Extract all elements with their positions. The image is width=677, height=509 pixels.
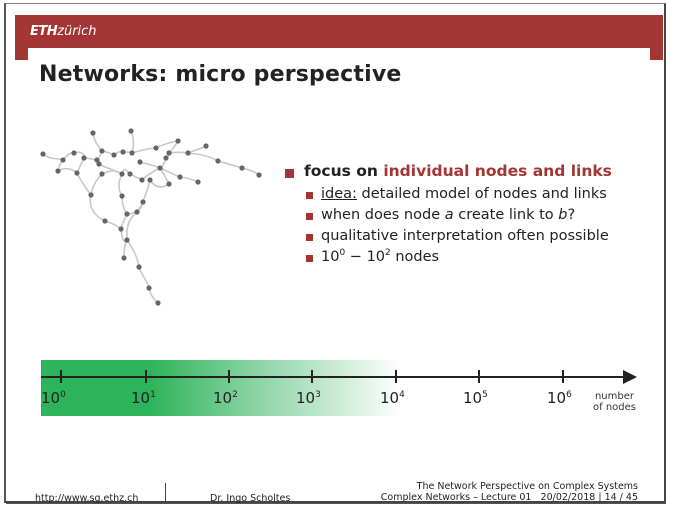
footer-lecture-info: The Network Perspective on Complex Syste… [381, 481, 638, 503]
tick-label: 106 [547, 389, 572, 407]
eth-logo: ETHzürich [30, 24, 97, 39]
bullet-square-icon [306, 192, 313, 199]
tick-base: 10 [547, 389, 567, 407]
bullet-square-icon [306, 255, 313, 262]
text-before: when does node [321, 207, 445, 223]
main-bullet-text: focus on individual nodes and links [304, 162, 612, 180]
bullet-square-icon [306, 234, 313, 241]
tick-exp: 4 [399, 390, 405, 400]
tick-base: 10 [463, 389, 483, 407]
footer-lecture: Complex Networks – Lecture 01 [380, 492, 532, 503]
var-a: a [444, 207, 454, 223]
text-after: ? [567, 207, 576, 223]
tick-exp: 5 [482, 390, 488, 400]
logo-eth: ETH [30, 24, 58, 39]
scale-axis-line [41, 376, 631, 378]
arrow-right-icon [623, 370, 637, 384]
sub-bullet-text: 100 − 102 nodes [321, 249, 439, 265]
axis-title-line2: of nodes [593, 402, 636, 413]
tick-mark [311, 370, 313, 383]
tick-base: 10 [296, 389, 316, 407]
exp2: 2 [385, 248, 391, 259]
footer-course-title: The Network Perspective on Complex Syste… [416, 481, 638, 492]
var-b: b [558, 207, 568, 223]
network-graph-illustration [40, 128, 262, 306]
logo-zurich: zürich [57, 24, 97, 39]
tick-mark [562, 370, 564, 383]
slide-frame [4, 3, 666, 503]
tick-base: 10 [41, 389, 61, 407]
tick-mark [60, 370, 62, 383]
sub-bullet-text: qualitative interpretation often possibl… [321, 228, 609, 244]
nodes-text: nodes [390, 249, 440, 265]
base1: 10 [321, 249, 340, 265]
tick-exp: 2 [232, 390, 238, 400]
text-mid: create link to [453, 207, 559, 223]
tick-label: 105 [463, 389, 488, 407]
tick-exp: 1 [150, 390, 156, 400]
idea-label: idea: [321, 186, 357, 202]
footer-lecture-line: Complex Networks – Lecture 01 20/02/2018… [380, 492, 638, 503]
tick-label: 100 [41, 389, 66, 407]
sub-bullet-text: idea: detailed model of nodes and links [321, 186, 607, 202]
tick-label: 103 [296, 389, 321, 407]
tick-label: 104 [380, 389, 405, 407]
sub-bullet-text: when does node a create link to b? [321, 207, 575, 223]
axis-title: number of nodes [593, 391, 636, 413]
main-bullet-highlight: individual nodes and links [383, 162, 612, 180]
micro-range-highlight [41, 360, 401, 416]
header-tab-left [15, 47, 28, 60]
footer-date: 20/02/2018 [540, 492, 596, 503]
bullet-square-icon [285, 169, 294, 178]
footer-author: Dr. Ingo Scholtes [210, 493, 291, 504]
base2: 10 [366, 249, 386, 265]
page-current: 14 [604, 492, 617, 503]
bullet-square-icon [306, 213, 313, 220]
tick-mark [145, 370, 147, 383]
header-bar [15, 15, 663, 48]
tick-base: 10 [213, 389, 233, 407]
tick-mark [228, 370, 230, 383]
footer-divider [165, 483, 166, 501]
tick-base: 10 [131, 389, 151, 407]
exp1: 0 [339, 248, 346, 259]
footer: http://www.sg.ethz.ch Dr. Ingo Scholtes … [6, 481, 666, 504]
page-total: 45 [625, 492, 638, 503]
node-count-scale: 100 101 102 103 104 105 106 number of no… [41, 360, 661, 416]
tick-label: 102 [213, 389, 238, 407]
footer-url[interactable]: http://www.sg.ethz.ch [35, 493, 139, 504]
axis-title-line1: number [594, 391, 634, 402]
tick-label: 101 [131, 389, 156, 407]
slide-title: Networks: micro perspective [39, 62, 402, 87]
idea-text: detailed model of nodes and links [356, 186, 607, 202]
tick-exp: 0 [60, 390, 66, 400]
dash: − [345, 249, 367, 265]
main-bullet-prefix: focus on [304, 162, 384, 180]
tick-base: 10 [380, 389, 400, 407]
header-tab-right [650, 47, 663, 60]
tick-exp: 3 [315, 390, 321, 400]
tick-exp: 6 [566, 390, 572, 400]
tick-mark [478, 370, 480, 383]
tick-mark [395, 370, 397, 383]
footer-baseline [6, 503, 666, 504]
